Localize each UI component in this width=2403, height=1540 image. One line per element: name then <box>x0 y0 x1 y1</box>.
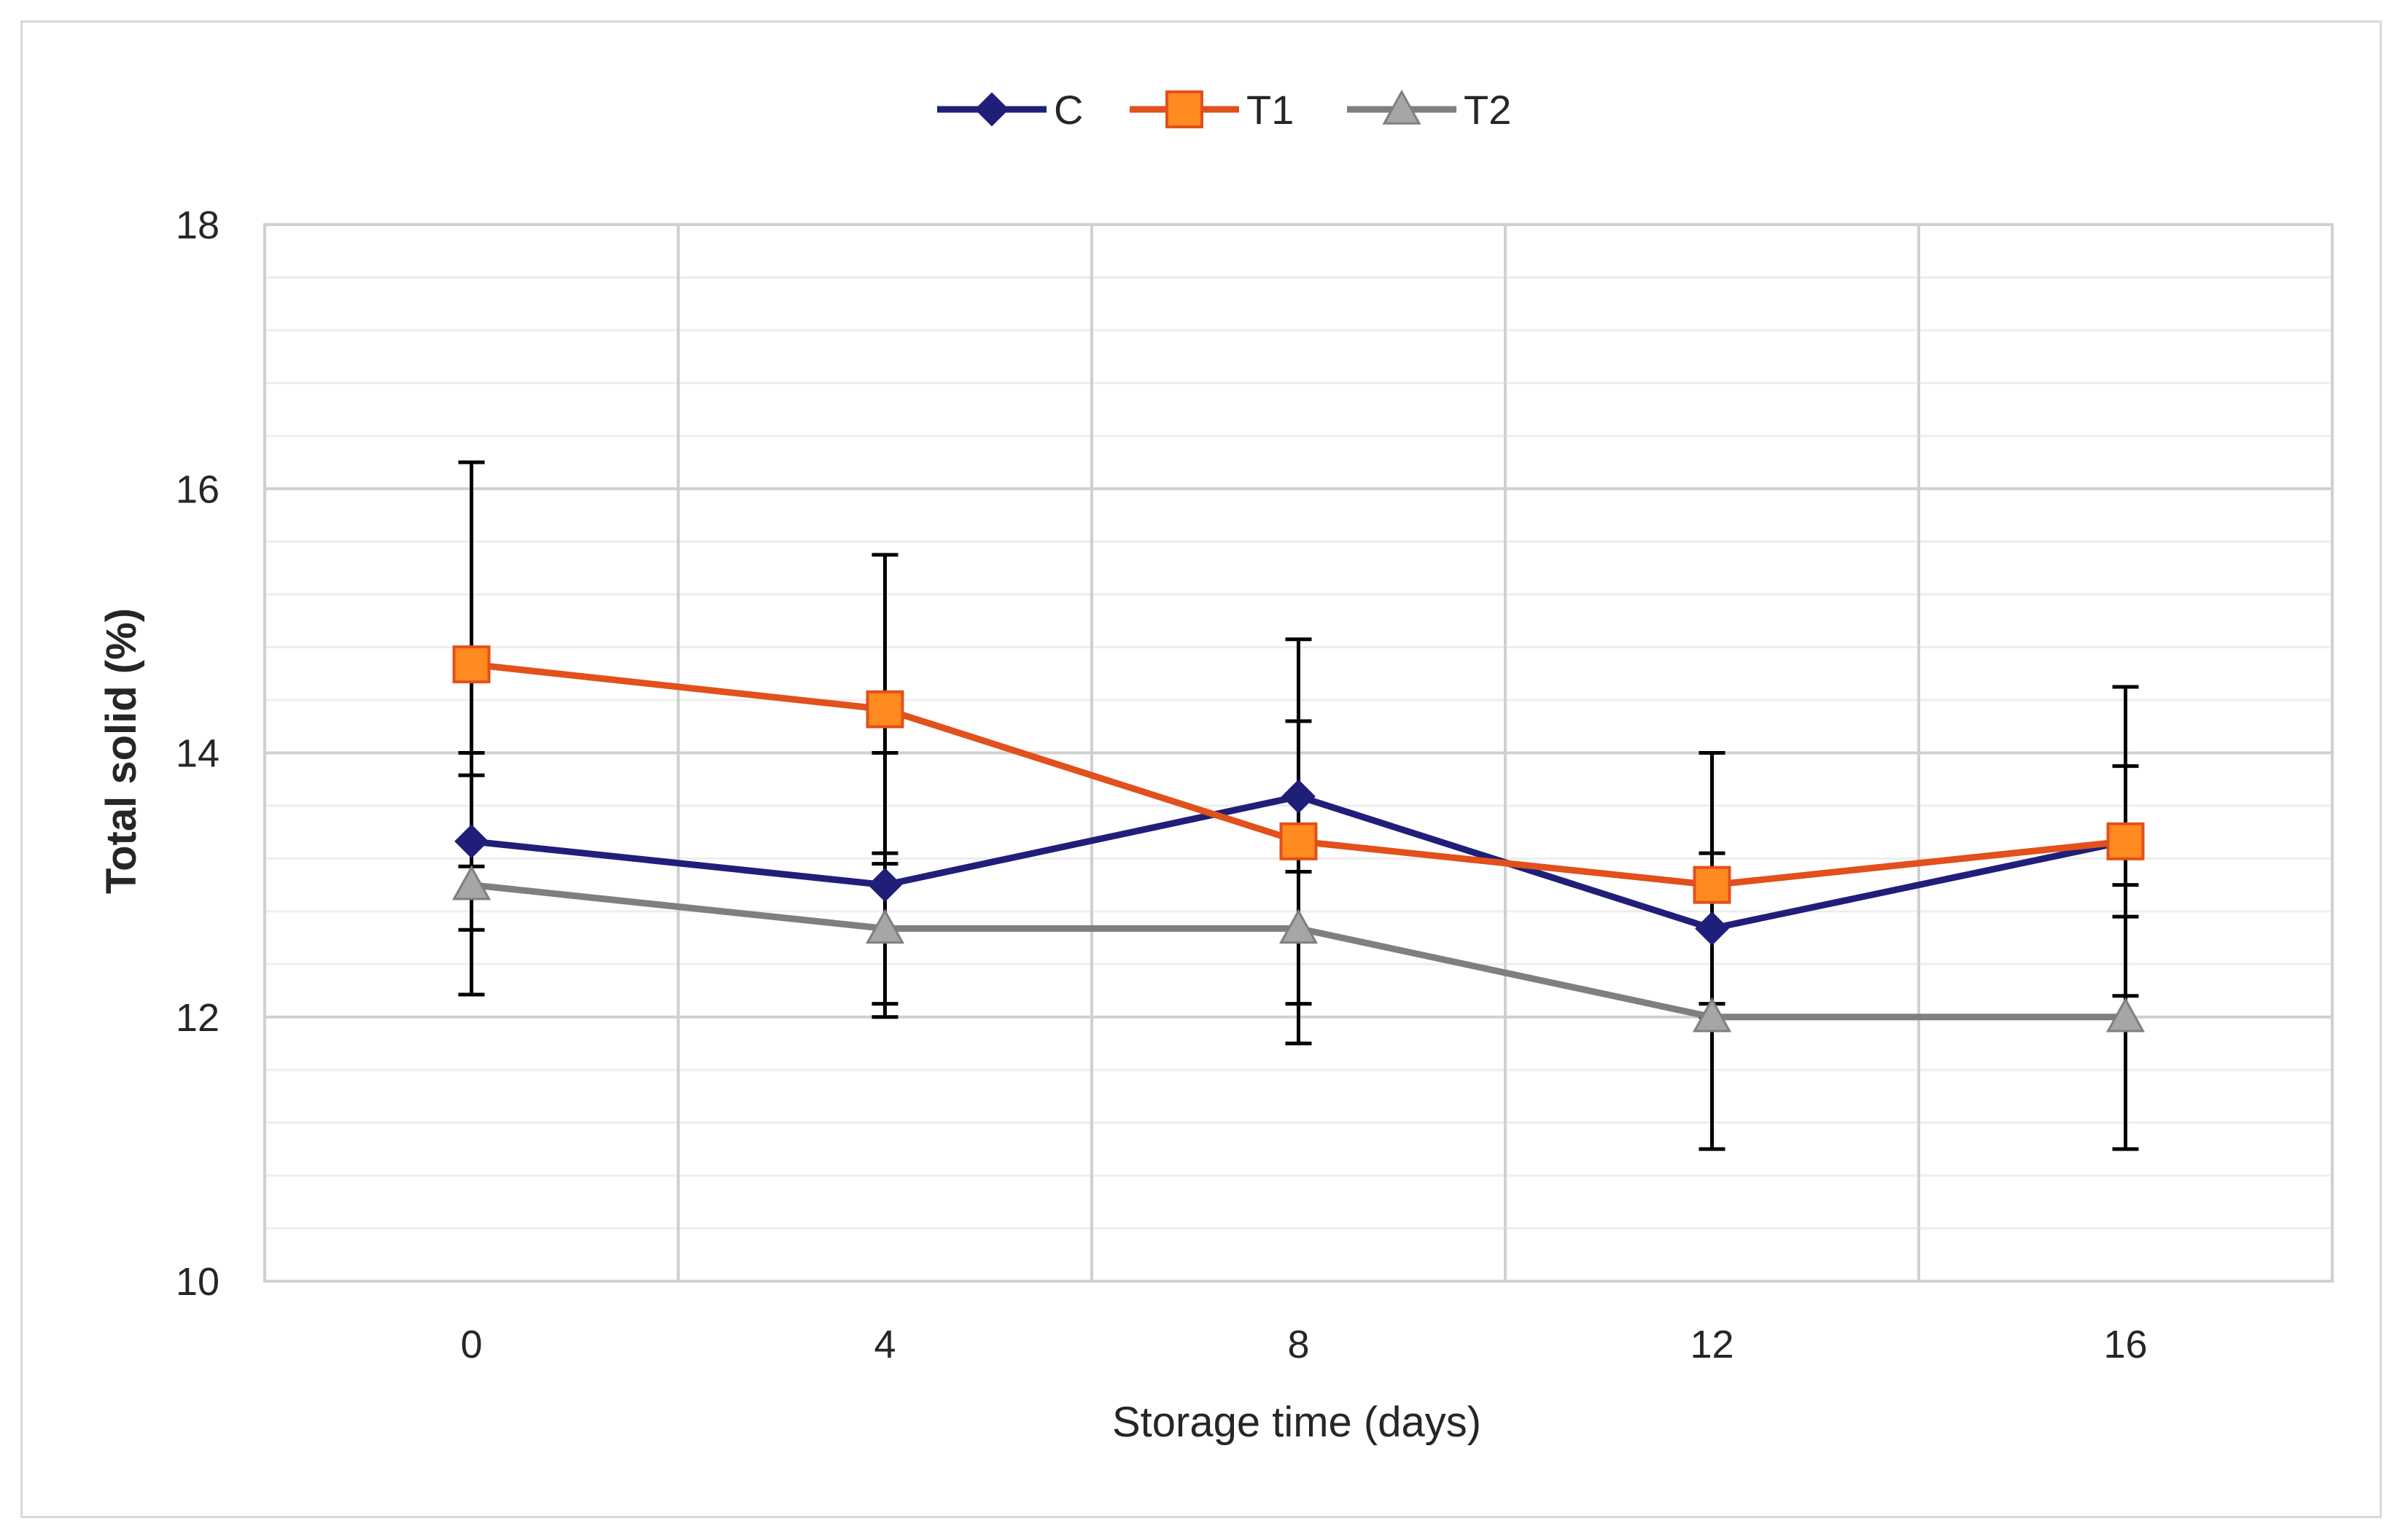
x-tick-label: 16 <box>2103 1323 2147 1366</box>
data-point-t2 <box>2105 997 2146 1032</box>
legend-label-t2: T2 <box>1464 87 1511 133</box>
chart-frame <box>20 20 2382 1518</box>
x-tick-label: 0 <box>460 1323 482 1366</box>
y-tick-label: 10 <box>176 1260 220 1304</box>
data-point-t1 <box>2106 822 2145 860</box>
legend-marker-t2 <box>1382 89 1421 125</box>
legend-label-t1: T1 <box>1246 87 1294 133</box>
x-tick-label: 4 <box>874 1323 896 1366</box>
legend-marker-t1 <box>1165 90 1203 128</box>
data-point-t2 <box>1692 997 1732 1032</box>
data-point-t2 <box>865 909 905 944</box>
x-tick-label: 12 <box>1690 1323 1734 1366</box>
y-tick-labels: 10 12 14 16 18 <box>176 203 220 1304</box>
y-tick-label: 12 <box>176 996 220 1040</box>
legend-marker-c <box>974 92 1009 127</box>
data-point-t1 <box>1279 822 1318 860</box>
series-markers <box>451 645 2146 1032</box>
legend-label-c: C <box>1054 87 1083 133</box>
x-tick-label: 8 <box>1287 1323 1309 1366</box>
y-tick-label: 14 <box>176 732 220 776</box>
data-point-t1 <box>452 645 491 684</box>
data-point-t2 <box>1278 909 1319 944</box>
data-point-c <box>1695 911 1729 946</box>
y-tick-label: 16 <box>176 467 220 511</box>
data-point-c <box>868 868 902 903</box>
x-tick-labels: 0 4 8 12 16 <box>460 1323 2147 1366</box>
legend: C T1 T2 <box>937 87 1511 133</box>
y-axis-title: Total solid (%) <box>98 608 145 894</box>
y-tick-label: 18 <box>176 203 220 247</box>
data-point-c <box>1281 779 1316 814</box>
x-axis-title: Storage time (days) <box>1112 1399 1481 1446</box>
data-point-t2 <box>451 865 492 901</box>
data-point-c <box>454 824 489 859</box>
data-point-t1 <box>866 690 904 728</box>
data-point-t1 <box>1693 866 1731 904</box>
plot-area-border <box>263 223 2334 1283</box>
